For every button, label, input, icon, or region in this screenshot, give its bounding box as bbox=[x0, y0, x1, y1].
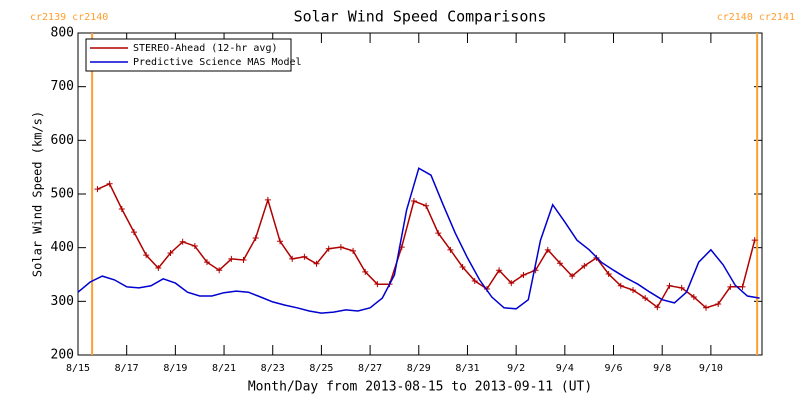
x-tick-label: 8/17 bbox=[115, 363, 139, 374]
marker bbox=[130, 229, 137, 236]
x-tick-label: 8/21 bbox=[212, 363, 236, 374]
marker bbox=[94, 186, 101, 193]
marker bbox=[520, 272, 527, 279]
marker bbox=[678, 284, 685, 291]
x-tick-label: 9/6 bbox=[604, 363, 622, 374]
x-tick-label: 8/25 bbox=[309, 363, 333, 374]
marker bbox=[106, 180, 113, 187]
marker bbox=[155, 265, 162, 272]
x-tick-label: 8/15 bbox=[66, 363, 90, 374]
marker bbox=[167, 250, 174, 257]
x-tick-label: 9/10 bbox=[699, 363, 723, 374]
annotation: cr2139 cr2140 bbox=[30, 12, 108, 23]
marker bbox=[617, 282, 624, 289]
marker bbox=[313, 260, 320, 267]
y-tick-label: 300 bbox=[51, 294, 74, 309]
marker bbox=[605, 270, 612, 277]
chart-title: Solar Wind Speed Comparisons bbox=[294, 8, 547, 26]
x-tick-label: 9/2 bbox=[507, 363, 525, 374]
y-axis-label: Solar Wind Speed (km/s) bbox=[31, 111, 45, 277]
marker bbox=[277, 238, 284, 245]
marker bbox=[435, 230, 442, 237]
marker bbox=[410, 197, 417, 204]
marker bbox=[228, 255, 235, 262]
marker bbox=[337, 244, 344, 251]
marker bbox=[289, 255, 296, 262]
marker bbox=[191, 243, 198, 250]
y-tick-label: 400 bbox=[51, 240, 74, 255]
marker bbox=[508, 280, 515, 287]
marker bbox=[216, 267, 223, 274]
x-tick-label: 8/29 bbox=[407, 363, 431, 374]
marker bbox=[264, 196, 271, 203]
x-tick-label: 9/4 bbox=[556, 363, 574, 374]
y-tick-label: 700 bbox=[51, 79, 74, 94]
x-axis-label: Month/Day from 2013-08-15 to 2013-09-11 … bbox=[248, 380, 592, 395]
marker bbox=[629, 287, 636, 294]
marker bbox=[751, 237, 758, 244]
legend-label: Predictive Science MAS Model bbox=[133, 57, 302, 68]
marker bbox=[703, 304, 710, 311]
marker bbox=[423, 202, 430, 209]
marker bbox=[447, 246, 454, 253]
marker bbox=[642, 295, 649, 302]
y-tick-label: 200 bbox=[51, 348, 74, 363]
marker bbox=[666, 282, 673, 289]
x-tick-label: 8/19 bbox=[163, 363, 187, 374]
marker bbox=[544, 246, 551, 253]
x-tick-label: 9/8 bbox=[653, 363, 671, 374]
marker bbox=[569, 273, 576, 280]
marker bbox=[362, 268, 369, 275]
marker bbox=[301, 253, 308, 260]
y-tick-label: 500 bbox=[51, 187, 74, 202]
x-tick-label: 8/27 bbox=[358, 363, 382, 374]
y-tick-label: 800 bbox=[51, 26, 74, 41]
y-tick-label: 600 bbox=[51, 133, 74, 148]
annotation: cr2140 cr2141 bbox=[717, 12, 795, 23]
legend-box bbox=[85, 38, 292, 72]
x-tick-label: 8/31 bbox=[455, 363, 479, 374]
marker bbox=[459, 263, 466, 270]
marker bbox=[325, 245, 332, 252]
marker bbox=[739, 283, 746, 290]
marker bbox=[252, 235, 259, 242]
marker bbox=[143, 252, 150, 259]
marker bbox=[556, 260, 563, 267]
legend-label: STEREO-Ahead (12-hr avg) bbox=[133, 43, 278, 54]
marker bbox=[715, 301, 722, 308]
marker bbox=[350, 247, 357, 254]
marker bbox=[496, 267, 503, 274]
x-tick-label: 8/23 bbox=[261, 363, 285, 374]
marker bbox=[204, 259, 211, 266]
marker bbox=[581, 262, 588, 269]
marker bbox=[727, 283, 734, 290]
marker bbox=[118, 206, 125, 213]
marker bbox=[654, 304, 661, 311]
marker bbox=[240, 257, 247, 264]
series-line bbox=[77, 167, 760, 314]
marker bbox=[179, 238, 186, 245]
marker bbox=[690, 294, 697, 301]
marker bbox=[374, 281, 381, 288]
marker bbox=[471, 277, 478, 284]
